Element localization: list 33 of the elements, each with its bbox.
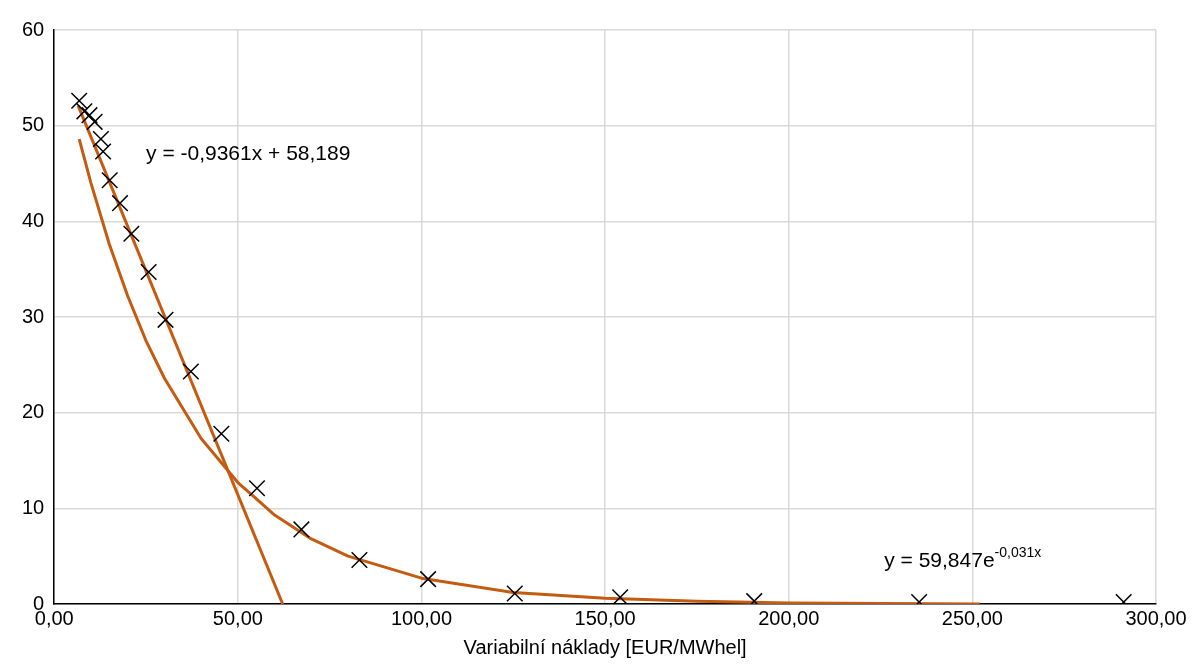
point <box>611 588 629 604</box>
x-tick-label: 150,00 <box>574 606 636 629</box>
point <box>101 171 119 189</box>
y-tick-label: 50 <box>22 113 45 136</box>
point <box>248 479 266 497</box>
point <box>506 584 524 603</box>
x-tick-label: 250,00 <box>941 606 1003 629</box>
point <box>212 425 230 443</box>
point <box>122 225 140 243</box>
point <box>140 263 158 281</box>
x-tick-label: 300,00 <box>1125 606 1187 629</box>
point <box>92 130 110 148</box>
point <box>182 363 200 381</box>
y-tick-label: 20 <box>22 400 45 423</box>
point <box>94 142 112 161</box>
point <box>86 113 104 131</box>
x-axis-title: Variabilní náklady [EUR/MWhel] <box>463 635 747 658</box>
point <box>157 311 175 329</box>
point <box>419 570 437 588</box>
point <box>80 106 99 124</box>
y-tick-label: 40 <box>22 208 45 231</box>
y-tick-label: 10 <box>22 495 45 518</box>
y-tick-label: 30 <box>22 304 45 327</box>
point <box>75 102 93 120</box>
point <box>292 520 310 538</box>
x-tick-label: 200,00 <box>758 606 820 629</box>
x-tick-label: 50,00 <box>212 606 263 629</box>
y-tick-label: 60 <box>22 17 45 40</box>
annotation: y = -0,9361x + 58,189 <box>146 141 351 165</box>
point <box>70 92 88 110</box>
x-tick-label: 100,00 <box>390 606 453 629</box>
point <box>350 551 368 569</box>
point <box>111 194 129 212</box>
